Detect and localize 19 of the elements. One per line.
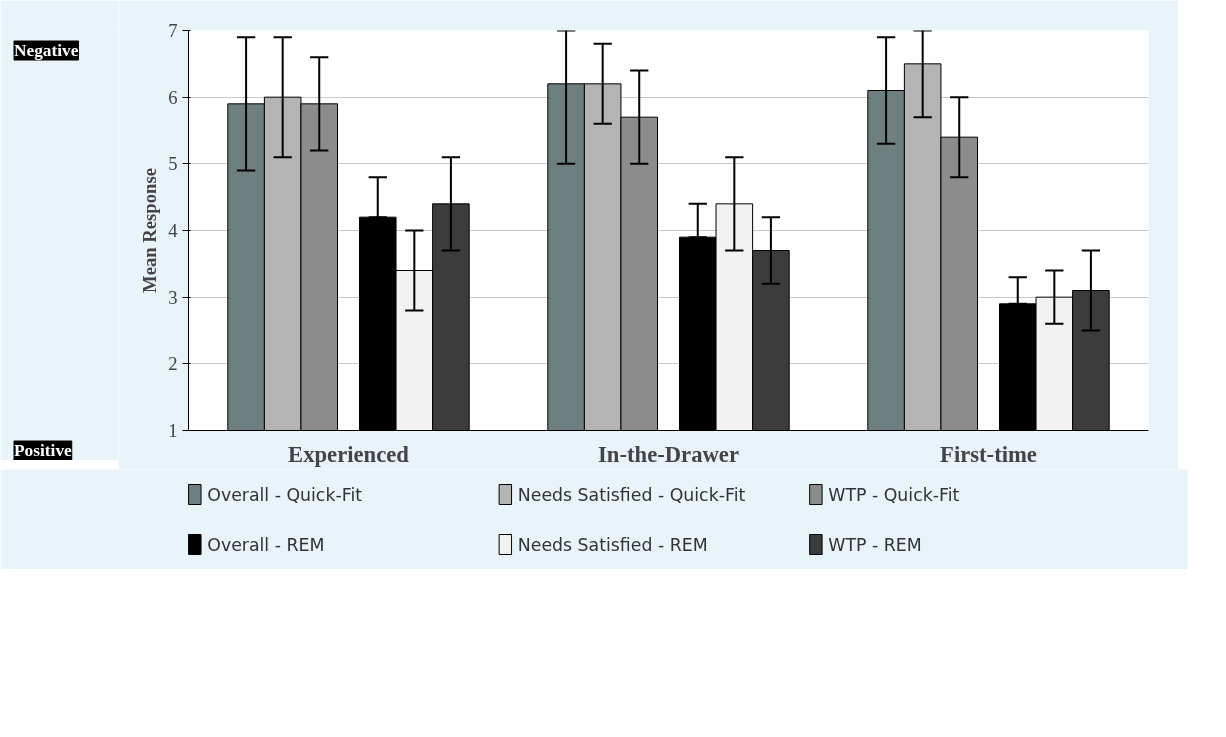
text: Negative <box>14 41 79 60</box>
legend-label: WTP - Quick-Fit <box>828 484 960 505</box>
legend-label: Needs Satisfied - REM <box>517 534 708 555</box>
y-tick-label: 4 <box>168 220 179 241</box>
y-tick-label: 3 <box>168 286 178 308</box>
x-tick-label: In-the-Drawer <box>598 441 739 467</box>
legend-label: WTP - REM <box>828 534 922 555</box>
y-tick-label: 2 <box>168 353 178 375</box>
y-tick-label: 5 <box>168 153 178 175</box>
legend-label: Overall - Quick-Fit <box>207 484 363 505</box>
y-tick-label: 7 <box>168 20 178 41</box>
y-tick-label: 1 <box>168 420 178 441</box>
x-tick-label: First-time <box>940 441 1037 467</box>
text: Positive <box>14 441 73 460</box>
y-tick-label: 6 <box>168 86 178 108</box>
x-tick-label: Experienced <box>288 441 410 467</box>
legend-label: Overall - REM <box>207 534 325 555</box>
legend-label: Needs Satisfied - Quick-Fit <box>517 484 746 505</box>
y-axis-title: Mean Response <box>139 168 161 293</box>
